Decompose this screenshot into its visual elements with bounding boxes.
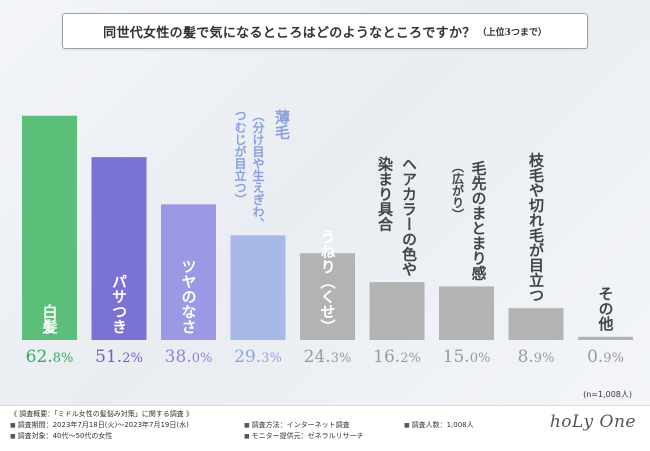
bar <box>230 235 286 340</box>
bar <box>22 115 77 340</box>
chart-title-note: （上位3つまで） <box>477 27 547 38</box>
category-label: 薄毛 <box>273 109 291 140</box>
value-label: 16.2% <box>373 347 421 367</box>
survey-heading: 《 調査概要：「ミドル女性の髪悩み対策」に関する調査 》 <box>10 410 193 418</box>
survey-provider: モニター提供元：ゼネラルリサーチ <box>244 431 364 442</box>
value-label: 38.0% <box>165 347 213 367</box>
category-sublabel: つむじが目立つ） <box>233 109 247 205</box>
value-label: 0.9% <box>587 347 624 367</box>
category-label: 染まり具合 <box>376 155 394 232</box>
survey-count: 調査人数：1,008人 <box>404 420 474 431</box>
survey-period: 調査期間：2023年7月18日(火)～2023年7月19日(水) <box>10 420 189 431</box>
value-label: 51.2% <box>95 347 143 367</box>
value-label: 29.3% <box>234 347 282 367</box>
bar <box>578 336 633 340</box>
bar <box>369 282 425 340</box>
category-label: パサつき <box>110 274 128 334</box>
category-label: 白髪 <box>41 303 59 335</box>
category-sublabel: （分け目や生えぎわ、 <box>251 109 265 229</box>
category-label: 枝毛や切れ毛が目立つ <box>527 151 545 302</box>
survey-footer: 《 調査概要：「ミドル女性の髪悩み対策」に関する調査 》 調査期間：2023年7… <box>0 405 650 451</box>
sample-size-note: (n=1,008人) <box>583 390 632 399</box>
category-label: うねり（くせ） <box>319 229 337 334</box>
chart-title: 同世代女性の髪で気になるところはどのようなところですか？ <box>103 25 476 41</box>
bar-chart: 白髪 62.8% パサつき 51.2% ツヤのなさ 38.0% 薄毛 （分け目や生えぎわ、つむ… <box>22 109 633 367</box>
survey-method: 調査方法：インターネット調査 <box>244 420 350 431</box>
value-label: 24.3% <box>304 347 352 367</box>
category-sublabel: （広がり） <box>451 160 465 220</box>
bar <box>300 253 355 340</box>
value-label: 15.0% <box>443 347 491 367</box>
survey-target: 調査対象：40代～50代の女性 <box>10 431 113 442</box>
chart-title-box: 同世代女性の髪で気になるところはどのようなところですか？ （上位3つまで） <box>62 13 588 49</box>
value-label: 8.9% <box>518 347 555 367</box>
bar <box>439 286 494 340</box>
bar <box>91 157 147 340</box>
category-label: ヘアカラーの色や <box>400 156 418 276</box>
category-label: 毛先のまとまり感 <box>470 160 488 282</box>
category-label: ツヤのなさ <box>180 259 198 334</box>
category-label: その他 <box>597 286 615 332</box>
value-label: 62.8% <box>26 347 74 367</box>
bar <box>508 308 564 340</box>
brand-logo: hoLy One <box>549 412 636 432</box>
bar <box>161 204 216 340</box>
